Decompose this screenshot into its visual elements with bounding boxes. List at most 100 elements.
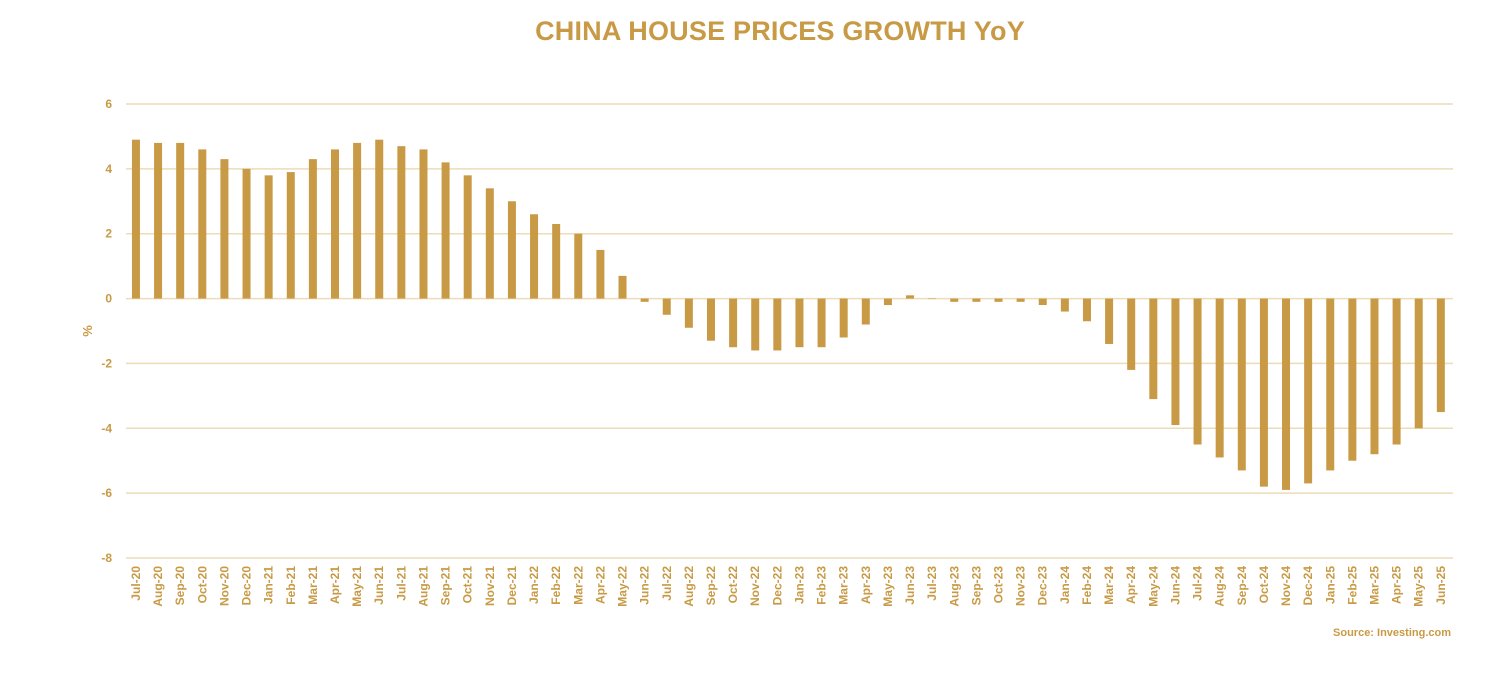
bar bbox=[972, 298, 981, 302]
bar bbox=[684, 298, 693, 328]
x-tick-label: Sep-23 bbox=[969, 566, 983, 606]
x-tick-label: May-25 bbox=[1412, 566, 1426, 607]
bars bbox=[131, 139, 1445, 490]
bar bbox=[131, 139, 140, 299]
bar bbox=[1414, 298, 1423, 429]
x-tick-label: Sep-24 bbox=[1235, 566, 1249, 606]
x-tick-label: Mar-23 bbox=[837, 566, 851, 605]
source-note: Source: Investing.com bbox=[1333, 627, 1451, 639]
bar bbox=[773, 298, 782, 351]
chart-title: CHINA HOUSE PRICES GROWTH YoY bbox=[535, 16, 1025, 46]
x-tick-label: Dec-22 bbox=[770, 566, 784, 606]
bar bbox=[839, 298, 848, 338]
x-tick-label: Apr-25 bbox=[1390, 566, 1404, 604]
bar bbox=[574, 233, 583, 299]
y-tick-label: 4 bbox=[105, 162, 112, 176]
bar bbox=[1060, 298, 1069, 312]
bar bbox=[530, 214, 539, 299]
bar bbox=[1348, 298, 1357, 461]
x-tick-label: Apr-23 bbox=[859, 566, 873, 604]
x-tick-label: Mar-25 bbox=[1367, 566, 1381, 605]
x-tick-label: Feb-21 bbox=[284, 566, 298, 605]
bar bbox=[375, 139, 384, 299]
y-tick-label: 6 bbox=[105, 97, 112, 111]
bar bbox=[861, 298, 870, 325]
x-tick-label: Jul-21 bbox=[394, 566, 408, 601]
bar bbox=[1127, 298, 1136, 370]
x-tick-label: Jan-21 bbox=[262, 566, 276, 604]
x-tick-label: May-24 bbox=[1146, 566, 1160, 607]
bar bbox=[817, 298, 826, 348]
bar bbox=[220, 159, 229, 299]
x-tick-label: Aug-21 bbox=[416, 566, 430, 607]
bar bbox=[795, 298, 804, 348]
bar bbox=[552, 223, 561, 299]
bar bbox=[1326, 298, 1335, 471]
x-tick-label: Sep-21 bbox=[439, 566, 453, 606]
x-tick-label: Jul-22 bbox=[660, 566, 674, 601]
x-tick-label: May-22 bbox=[616, 566, 630, 607]
x-tick-label: Jun-22 bbox=[638, 566, 652, 605]
x-tick-label: Oct-24 bbox=[1257, 566, 1271, 604]
y-tick-label: -2 bbox=[101, 356, 112, 370]
x-tick-label: Feb-24 bbox=[1080, 566, 1094, 605]
bar bbox=[176, 142, 185, 299]
bar bbox=[353, 142, 362, 299]
x-tick-label: Apr-24 bbox=[1124, 566, 1138, 604]
y-axis-label: % bbox=[80, 325, 95, 337]
bar bbox=[1082, 298, 1091, 322]
bar bbox=[618, 275, 627, 299]
x-tick-label: Feb-23 bbox=[815, 566, 829, 605]
x-tick-label: Aug-22 bbox=[682, 566, 696, 607]
bar bbox=[928, 298, 937, 300]
bar bbox=[286, 172, 295, 299]
bar bbox=[1282, 298, 1291, 490]
bar bbox=[994, 298, 1003, 302]
x-tick-label: Nov-24 bbox=[1279, 566, 1293, 606]
x-tick-label: Mar-22 bbox=[571, 566, 585, 605]
bar bbox=[463, 175, 472, 299]
gridlines bbox=[126, 103, 1453, 559]
bar bbox=[596, 249, 605, 299]
x-tick-label: Dec-21 bbox=[505, 566, 519, 606]
x-tick-label: Nov-23 bbox=[1014, 566, 1028, 606]
x-tick-label: Dec-24 bbox=[1301, 566, 1315, 606]
x-tick-label: Oct-21 bbox=[461, 566, 475, 604]
bar bbox=[640, 298, 649, 302]
bar bbox=[662, 298, 671, 315]
bar bbox=[419, 149, 428, 299]
x-tick-label: Aug-24 bbox=[1213, 566, 1227, 607]
x-tick-label: Sep-22 bbox=[704, 566, 718, 606]
x-tick-label: Oct-23 bbox=[992, 566, 1006, 604]
y-tick-label: -8 bbox=[101, 551, 112, 565]
bar bbox=[906, 295, 915, 299]
x-tick-label: Oct-20 bbox=[195, 566, 209, 604]
x-tick-label: Apr-22 bbox=[593, 566, 607, 604]
bar bbox=[198, 149, 207, 299]
x-tick-label: Jun-23 bbox=[903, 566, 917, 605]
y-tick-label: 2 bbox=[105, 227, 112, 241]
bar bbox=[441, 162, 450, 299]
x-tick-label: Feb-22 bbox=[549, 566, 563, 605]
bar bbox=[1171, 298, 1180, 426]
y-tick-label: -4 bbox=[101, 421, 112, 435]
y-axis-ticks: 6 4 2 0 -2 -4 -6 -8 bbox=[101, 97, 112, 565]
x-tick-label: Jul-23 bbox=[925, 566, 939, 601]
bar bbox=[264, 175, 273, 299]
x-tick-label: Nov-22 bbox=[748, 566, 762, 606]
bar bbox=[242, 168, 251, 299]
bar bbox=[1237, 298, 1246, 471]
y-tick-label: 0 bbox=[105, 292, 112, 306]
bar bbox=[1016, 298, 1025, 302]
bar bbox=[706, 298, 715, 341]
bar bbox=[1436, 298, 1445, 413]
bar bbox=[1149, 298, 1158, 400]
bar bbox=[507, 201, 516, 299]
bar bbox=[1215, 298, 1224, 458]
x-tick-label: May-23 bbox=[881, 566, 895, 607]
x-tick-label: Feb-25 bbox=[1345, 566, 1359, 605]
x-tick-label: Jul-24 bbox=[1191, 566, 1205, 601]
bar bbox=[1304, 298, 1313, 484]
x-tick-label: Nov-21 bbox=[483, 566, 497, 606]
